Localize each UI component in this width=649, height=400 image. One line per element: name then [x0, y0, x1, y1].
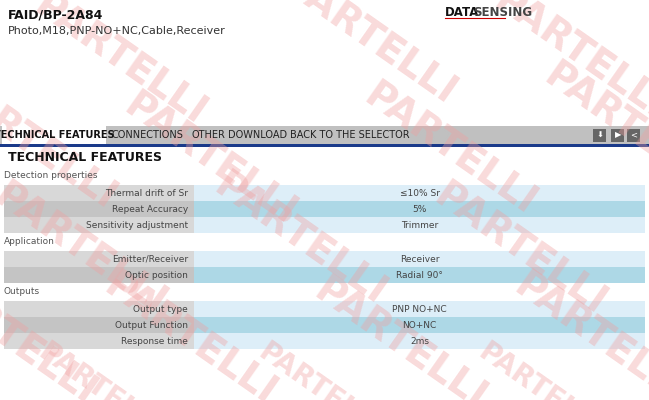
- Bar: [4, 217, 194, 233]
- Bar: [4, 201, 194, 217]
- Bar: [194, 201, 645, 217]
- Text: Emitter/Receiver: Emitter/Receiver: [112, 254, 188, 264]
- Text: PARTELLI: PARTELLI: [357, 77, 543, 223]
- Bar: [4, 317, 194, 333]
- Bar: [194, 317, 645, 333]
- Text: Output type: Output type: [133, 304, 188, 314]
- Bar: [4, 333, 194, 349]
- Text: <: <: [630, 130, 637, 140]
- Bar: [194, 217, 645, 233]
- Text: BACK TO THE SELECTOR: BACK TO THE SELECTOR: [290, 130, 410, 140]
- Text: PARTELLI: PARTELLI: [427, 177, 613, 323]
- Text: SENSING: SENSING: [473, 6, 532, 19]
- Bar: [194, 301, 645, 317]
- Bar: [627, 129, 640, 142]
- Text: PARTELLI: PARTELLI: [537, 57, 649, 203]
- Bar: [593, 129, 606, 142]
- Text: PARTELLI: PARTELLI: [97, 267, 283, 400]
- Text: Repeat Accuracy: Repeat Accuracy: [112, 204, 188, 214]
- Text: DOWNLOAD: DOWNLOAD: [228, 130, 288, 140]
- Text: Thermal drift of Sr: Thermal drift of Sr: [105, 188, 188, 198]
- Text: PARTELLI: PARTELLI: [0, 177, 173, 323]
- Text: PARTELLI: PARTELLI: [0, 267, 103, 400]
- Text: ▶: ▶: [615, 130, 621, 140]
- Text: PARTELLI: PARTELLI: [34, 338, 166, 400]
- Text: PARTELLI: PARTELLI: [27, 0, 213, 133]
- Bar: [4, 301, 194, 317]
- Text: PARTELLI: PARTELLI: [254, 338, 386, 400]
- Text: PARTELLI: PARTELLI: [474, 338, 606, 400]
- Bar: [4, 251, 194, 267]
- Text: PARTELLI: PARTELLI: [507, 267, 649, 400]
- Text: Radial 90°: Radial 90°: [396, 270, 443, 280]
- Text: PARTELLI: PARTELLI: [307, 272, 493, 400]
- Bar: [611, 129, 624, 142]
- Bar: [0, 126, 649, 144]
- Text: 2ms: 2ms: [410, 336, 429, 346]
- Text: PARTELLI: PARTELLI: [277, 0, 463, 113]
- Text: Photo,M18,PNP-NO+NC,Cable,Receiver: Photo,M18,PNP-NO+NC,Cable,Receiver: [8, 26, 226, 36]
- Text: PNP NO+NC: PNP NO+NC: [392, 304, 447, 314]
- Text: Response time: Response time: [121, 336, 188, 346]
- Text: Detection properties: Detection properties: [4, 171, 97, 180]
- Bar: [194, 333, 645, 349]
- Text: PARTELLI: PARTELLI: [487, 0, 649, 128]
- Bar: [2, 126, 106, 144]
- Text: PARTELLI: PARTELLI: [117, 87, 303, 233]
- Text: Receiver: Receiver: [400, 254, 439, 264]
- Text: NO+NC: NO+NC: [402, 320, 437, 330]
- Text: TECHNICAL FEATURES: TECHNICAL FEATURES: [8, 151, 162, 164]
- Text: DATA: DATA: [445, 6, 480, 19]
- Text: Outputs: Outputs: [4, 287, 40, 296]
- Bar: [194, 251, 645, 267]
- Text: Sensitivity adjustment: Sensitivity adjustment: [86, 220, 188, 230]
- Text: Application: Application: [4, 237, 55, 246]
- Text: Trimmer: Trimmer: [401, 220, 438, 230]
- Text: Output Function: Output Function: [115, 320, 188, 330]
- Text: FAID/BP-2A84: FAID/BP-2A84: [8, 8, 103, 21]
- Text: 5%: 5%: [412, 204, 426, 214]
- Text: ⬇: ⬇: [596, 130, 604, 140]
- Text: CONNECTIONS: CONNECTIONS: [111, 130, 183, 140]
- Text: PARTELLI: PARTELLI: [207, 167, 393, 313]
- Text: TECHNICAL FEATURES: TECHNICAL FEATURES: [0, 130, 114, 140]
- Bar: [4, 267, 194, 283]
- Bar: [194, 185, 645, 201]
- Text: Optic position: Optic position: [125, 270, 188, 280]
- Text: ≤10% Sr: ≤10% Sr: [400, 188, 439, 198]
- Bar: [4, 185, 194, 201]
- Text: PARTELLI: PARTELLI: [0, 72, 123, 218]
- Bar: [194, 267, 645, 283]
- Text: OTHER: OTHER: [191, 130, 225, 140]
- Bar: [0, 144, 649, 147]
